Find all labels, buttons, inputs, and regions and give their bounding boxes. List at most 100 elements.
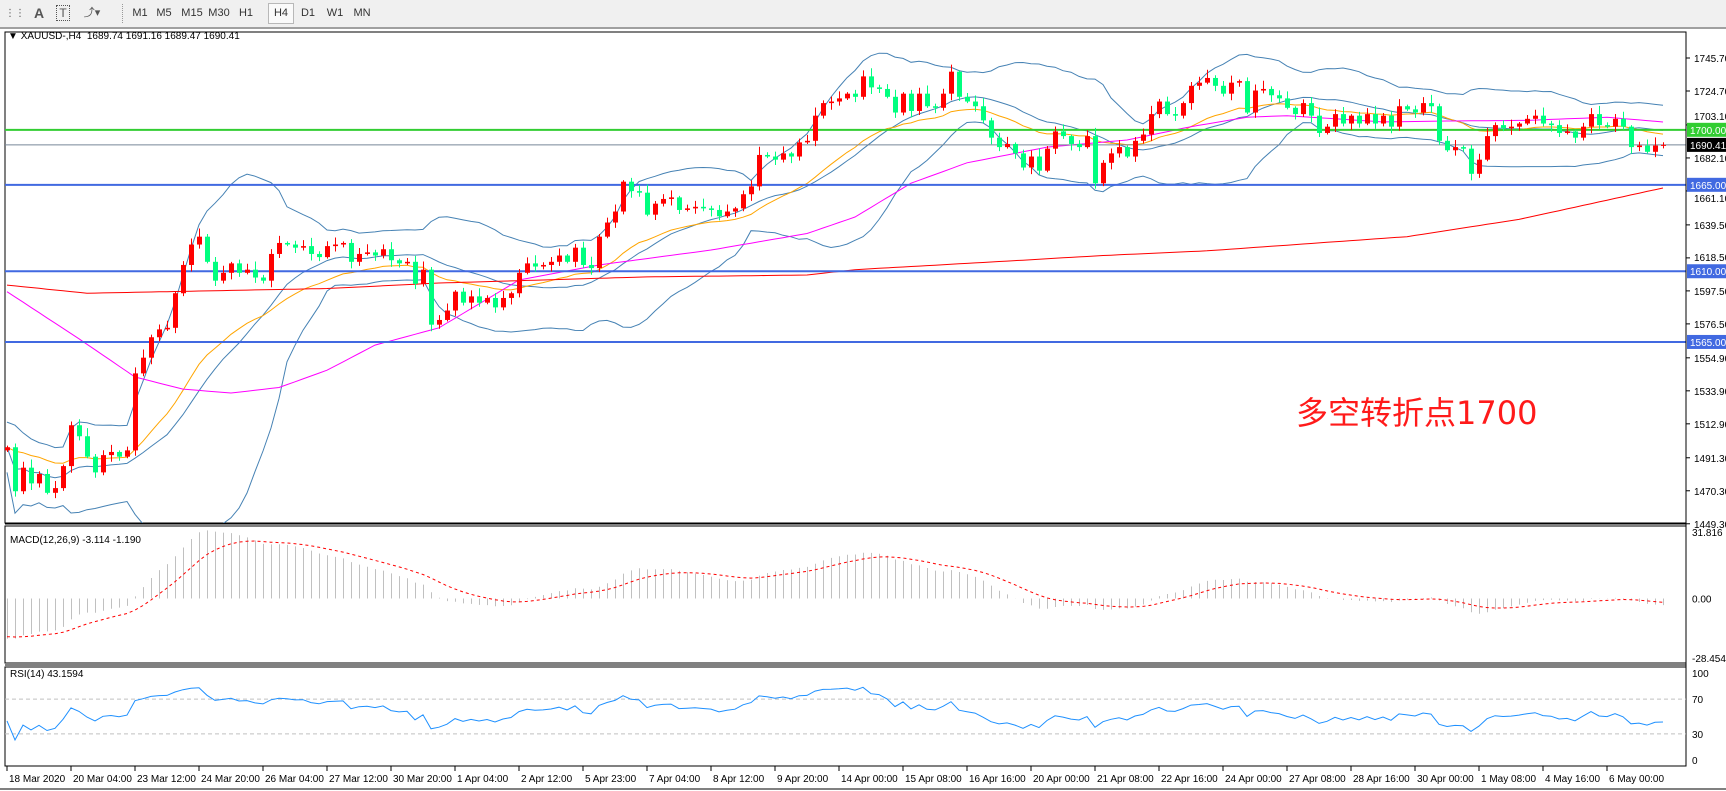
level-tag: 1700.00 xyxy=(1690,126,1726,137)
candle-body xyxy=(381,249,386,256)
annotation-text[interactable]: 多空转折点1700 xyxy=(1296,394,1538,432)
time-label: 21 Apr 08:00 xyxy=(1097,774,1154,785)
candle-body xyxy=(1261,88,1266,91)
candle-body xyxy=(357,253,362,262)
price-label: 1470.30 xyxy=(1694,487,1726,498)
timeframe-h1[interactable]: H1 xyxy=(238,7,254,19)
candle-body xyxy=(581,247,586,265)
time-label: 20 Apr 00:00 xyxy=(1033,774,1090,785)
timeframe-m15[interactable]: M15 xyxy=(181,7,203,19)
candle-body xyxy=(733,208,738,212)
candle-body xyxy=(477,296,482,303)
period-separators-icon[interactable]: ⋮⋮ xyxy=(5,8,25,19)
candle-body xyxy=(77,425,82,437)
price-label: 1724.70 xyxy=(1694,87,1726,98)
candle-body xyxy=(85,436,90,457)
macd-axis-label: 0.00 xyxy=(1692,595,1712,606)
candle-body xyxy=(493,297,498,308)
timeframe-d1[interactable]: D1 xyxy=(300,7,316,19)
candle-body xyxy=(701,206,706,209)
timeframe-m30[interactable]: M30 xyxy=(208,7,230,19)
candle-body xyxy=(1429,103,1434,107)
candle-body xyxy=(1093,136,1098,184)
time-label: 14 Apr 00:00 xyxy=(841,774,898,785)
candle-body xyxy=(645,192,650,215)
candle-body xyxy=(1461,147,1466,149)
timeframe-mn[interactable]: MN xyxy=(353,7,371,19)
text-label-icon[interactable]: T xyxy=(52,3,74,24)
candle-body xyxy=(1629,126,1634,148)
candle-body xyxy=(1573,131,1578,138)
candle-body xyxy=(629,181,634,192)
candle-body xyxy=(1245,81,1250,113)
candle-body xyxy=(333,244,338,247)
level-tag-bg xyxy=(1687,122,1726,137)
candle-body xyxy=(461,291,466,303)
candle-body xyxy=(509,293,514,298)
time-label: 6 May 00:00 xyxy=(1609,774,1664,785)
candle-body xyxy=(1333,114,1338,127)
price-label: 1682.10 xyxy=(1694,154,1726,165)
candle-body xyxy=(525,263,530,273)
candle-body xyxy=(117,451,122,457)
chart-header: ▼ XAUUSD-,H4 1689.74 1691.16 1689.47 169… xyxy=(8,31,240,42)
price-label: 1554.90 xyxy=(1694,354,1726,365)
ma-fast-line xyxy=(6,103,1664,464)
candle-body xyxy=(1565,131,1570,133)
candle-body xyxy=(1421,103,1426,113)
candle-body xyxy=(1637,145,1642,148)
candle-body xyxy=(1397,106,1402,127)
candle-body xyxy=(205,236,210,262)
timeframe-m5[interactable]: M5 xyxy=(156,7,172,19)
candle-body xyxy=(861,76,866,97)
candle-body xyxy=(669,197,674,199)
bollinger-upper-line xyxy=(6,52,1664,449)
candle-body xyxy=(237,263,242,273)
rsi-line xyxy=(6,686,1664,742)
candle-body xyxy=(405,261,410,264)
candle-body xyxy=(517,272,522,294)
collapse-triangle-icon[interactable]: ▼ xyxy=(8,31,18,42)
candle-body xyxy=(773,156,778,160)
arrows-dropdown-icon[interactable]: ⤴▾ xyxy=(83,7,101,19)
candle-body xyxy=(181,264,186,294)
candle-body xyxy=(1237,81,1242,83)
level-tag: 1565.00 xyxy=(1690,338,1726,349)
candle-body xyxy=(1221,85,1226,94)
candle-body xyxy=(885,88,890,97)
price-label: 1639.50 xyxy=(1694,221,1726,232)
time-label: 24 Mar 20:00 xyxy=(201,774,260,785)
toolbar-separator xyxy=(122,4,125,23)
candle-body xyxy=(1445,140,1450,151)
ma-mid-line xyxy=(6,115,1664,394)
candle-body xyxy=(1541,115,1546,124)
candle-body xyxy=(61,466,66,489)
timeframe-m1[interactable]: M1 xyxy=(132,7,148,19)
candle-body xyxy=(573,247,578,262)
level-tag-bg xyxy=(1687,334,1726,349)
candle-body xyxy=(453,291,458,311)
candle-body xyxy=(973,101,978,107)
time-label: 30 Mar 20:00 xyxy=(393,774,452,785)
candle-body xyxy=(877,87,882,89)
candle-body xyxy=(821,103,826,116)
candle-body xyxy=(1509,126,1514,129)
rsi-label: RSI(14) 43.1594 xyxy=(10,669,84,680)
candle-body xyxy=(1293,107,1298,115)
candle-body xyxy=(541,264,546,267)
candle-body xyxy=(613,211,618,223)
macd-pane xyxy=(6,530,1664,639)
timeframe-h4[interactable]: H4 xyxy=(268,3,294,24)
candle-body xyxy=(141,357,146,374)
candle-body xyxy=(221,272,226,281)
candle-body xyxy=(957,71,962,97)
price-label: 1512.90 xyxy=(1694,420,1726,431)
candle-body xyxy=(485,297,490,303)
text-icon[interactable]: A xyxy=(33,5,45,21)
candle-body xyxy=(1357,115,1362,124)
candle-body xyxy=(13,447,18,492)
macd-pane-frame xyxy=(4,525,1687,664)
timeframe-w1[interactable]: W1 xyxy=(326,7,344,19)
candle-body xyxy=(1077,143,1082,148)
